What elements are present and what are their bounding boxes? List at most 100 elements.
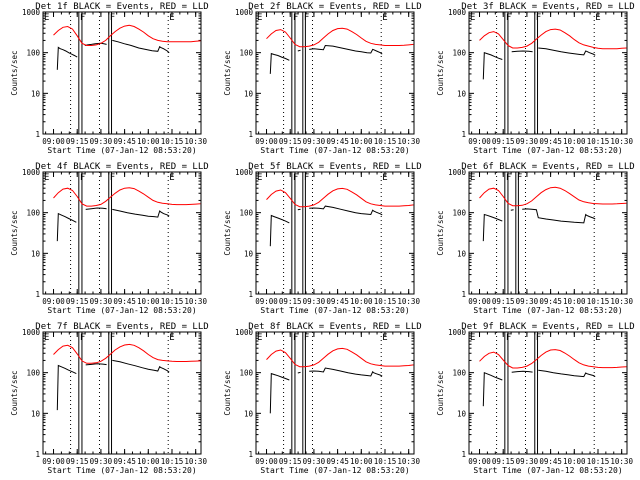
x-tick-label: 09:30 — [90, 137, 113, 146]
plot-frame — [255, 331, 415, 455]
marker-label: F — [304, 13, 309, 23]
y-axis-label: Counts/sec — [436, 370, 445, 415]
x-tick-label: 10:15 — [587, 297, 610, 306]
marker-label: E — [595, 173, 600, 183]
marker-label: E — [44, 13, 49, 23]
lld-series-line — [53, 187, 201, 207]
x-tick-label: 10:15 — [374, 137, 397, 146]
marker-label: E — [44, 333, 49, 343]
events-series-line — [269, 44, 383, 74]
x-tick-label: 09:00 — [468, 457, 491, 466]
marker-label: E — [257, 333, 262, 343]
plot-frame — [255, 11, 415, 135]
x-tick-label: 09:45 — [539, 137, 562, 146]
marker-label: F — [506, 173, 511, 183]
lld-series-line — [479, 186, 627, 207]
x-tick-label: 10:30 — [397, 457, 420, 466]
y-tick-label: 10 — [31, 249, 41, 258]
x-tick-label: 09:15 — [279, 297, 302, 306]
y-tick-label: 1000 — [22, 8, 41, 17]
x-tick-label: 09:15 — [279, 457, 302, 466]
y-tick-label: 10 — [244, 249, 254, 258]
x-tick-label: 10:00 — [137, 137, 160, 146]
marker-label: F — [80, 13, 85, 23]
plot-frame — [42, 11, 202, 135]
y-tick-label: 1000 — [22, 168, 41, 177]
x-tick-label: 09:45 — [113, 297, 136, 306]
y-tick-label: 1000 — [448, 168, 467, 177]
x-tick-label: 09:30 — [303, 297, 326, 306]
y-tick-label: 10 — [31, 89, 41, 98]
x-tick-label: 09:45 — [326, 297, 349, 306]
x-tick-label: 09:45 — [539, 297, 562, 306]
y-axis-label: Counts/sec — [10, 370, 19, 415]
x-tick-label: 10:30 — [184, 297, 207, 306]
marker-label: F — [293, 333, 298, 343]
y-axis-label: Counts/sec — [223, 370, 232, 415]
lld-series-line — [266, 347, 414, 368]
y-tick-label: 10 — [457, 409, 467, 418]
x-tick-label: 09:15 — [492, 137, 515, 146]
x-axis-label: Start Time (07-Jan-12 08:53:20) — [473, 466, 622, 475]
x-tick-label: 10:30 — [610, 297, 633, 306]
events-series-line — [56, 359, 170, 411]
marker-label: F — [80, 333, 85, 343]
y-tick-label: 1000 — [448, 8, 467, 17]
lld-series-line — [53, 24, 201, 46]
x-tick-label: 09:15 — [279, 137, 302, 146]
x-tick-label: 09:30 — [303, 457, 326, 466]
chart-panel-8: Det 8f BLACK = Events, RED = LLD 1 10 100 10… — [223, 322, 422, 475]
y-tick-label: 1000 — [235, 328, 254, 337]
chart-title: Det 8f BLACK = Events, RED = LLD — [248, 322, 421, 332]
y-tick-label: 100 — [26, 369, 40, 378]
chart-title: Det 9f BLACK = Events, RED = LLD — [461, 322, 634, 332]
marker-label: F — [304, 333, 309, 343]
x-tick-label: 10:15 — [161, 297, 184, 306]
x-tick-label: 09:45 — [326, 457, 349, 466]
y-axis-label: Counts/sec — [223, 210, 232, 255]
x-tick-label: 10:00 — [563, 137, 586, 146]
y-tick-label: 100 — [239, 369, 253, 378]
marker-label: F — [110, 173, 115, 183]
events-series-line — [482, 369, 596, 407]
x-tick-label: 09:00 — [468, 297, 491, 306]
marker-label: E — [595, 13, 600, 23]
marker-label: F — [304, 173, 309, 183]
marker-label: F — [110, 333, 115, 343]
x-axis-label: Start Time (07-Jan-12 08:53:20) — [473, 146, 622, 155]
chart-title: Det 6f BLACK = Events, RED = LLD — [461, 162, 634, 172]
marker-label: E — [382, 173, 387, 183]
y-axis-label: Counts/sec — [436, 50, 445, 95]
marker-label: F — [293, 13, 298, 23]
x-tick-label: 09:00 — [255, 137, 278, 146]
y-tick-label: 100 — [452, 49, 466, 58]
lld-series-line — [479, 349, 627, 369]
y-tick-label: 1000 — [235, 8, 254, 17]
chart-panel-2: Det 2f BLACK = Events, RED = LLD 1 10 100 10… — [223, 2, 422, 155]
x-tick-label: 10:00 — [563, 457, 586, 466]
x-axis-label: Start Time (07-Jan-12 08:53:20) — [260, 466, 409, 475]
x-tick-label: 10:30 — [184, 137, 207, 146]
y-tick-label: 1 — [35, 290, 40, 299]
x-tick-label: 10:15 — [587, 457, 610, 466]
x-tick-label: 09:00 — [468, 137, 491, 146]
x-axis-label: Start Time (07-Jan-12 08:53:20) — [473, 306, 622, 315]
plot-frame — [42, 331, 202, 455]
marker-label: F — [80, 173, 85, 183]
lld-series-line — [479, 28, 627, 50]
marker-label: E — [470, 13, 475, 23]
marker-label: E — [595, 333, 600, 343]
y-tick-label: 100 — [452, 369, 466, 378]
x-tick-label: 09:45 — [113, 137, 136, 146]
chart-panel-5: Det 5f BLACK = Events, RED = LLD 1 10 100 10… — [223, 162, 422, 315]
x-tick-label: 09:15 — [66, 137, 89, 146]
y-tick-label: 100 — [452, 209, 466, 218]
marker-label: F — [517, 173, 522, 183]
x-tick-label: 10:15 — [374, 457, 397, 466]
marker-label: E — [257, 13, 262, 23]
x-tick-label: 10:00 — [350, 457, 373, 466]
marker-label: E — [169, 333, 174, 343]
y-axis-label: Counts/sec — [10, 50, 19, 95]
x-tick-label: 09:30 — [303, 137, 326, 146]
y-tick-label: 1 — [461, 450, 466, 459]
